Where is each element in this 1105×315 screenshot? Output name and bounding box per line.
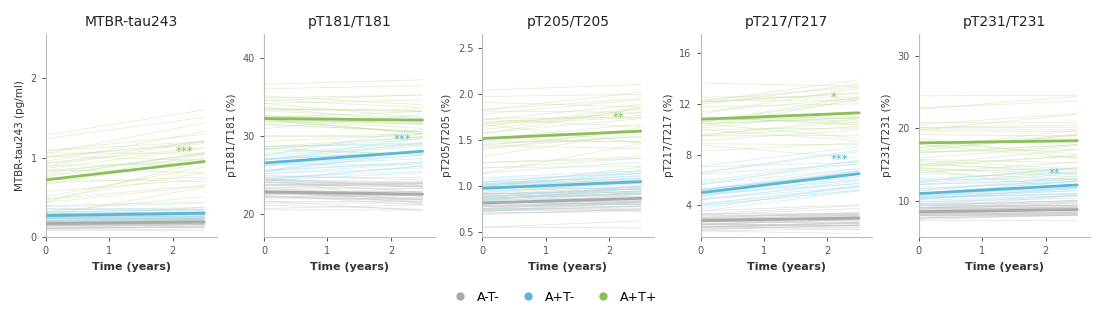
X-axis label: Time (years): Time (years) — [92, 262, 171, 272]
Title: pT231/T231: pT231/T231 — [962, 15, 1046, 29]
Y-axis label: pT217/T217 (%): pT217/T217 (%) — [664, 94, 674, 177]
Y-axis label: pT205/T205 (%): pT205/T205 (%) — [442, 94, 452, 177]
Legend: A-T-, A+T-, A+T+: A-T-, A+T-, A+T+ — [442, 286, 663, 309]
X-axis label: Time (years): Time (years) — [747, 262, 825, 272]
Text: ***: *** — [176, 145, 193, 158]
Text: **: ** — [612, 111, 624, 124]
X-axis label: Time (years): Time (years) — [528, 262, 608, 272]
Y-axis label: pT231/T231 (%): pT231/T231 (%) — [882, 94, 892, 177]
X-axis label: Time (years): Time (years) — [311, 262, 389, 272]
X-axis label: Time (years): Time (years) — [965, 262, 1044, 272]
Title: pT205/T205: pT205/T205 — [526, 15, 610, 29]
Text: **: ** — [1049, 167, 1061, 180]
Title: pT181/T181: pT181/T181 — [308, 15, 391, 29]
Y-axis label: pT181/T181 (%): pT181/T181 (%) — [228, 94, 238, 177]
Title: MTBR-tau243: MTBR-tau243 — [85, 15, 178, 29]
Title: pT217/T217: pT217/T217 — [745, 15, 828, 29]
Y-axis label: MTBR-tau243 (pg/ml): MTBR-tau243 (pg/ml) — [15, 80, 25, 191]
Text: *: * — [831, 91, 836, 104]
Text: ***: *** — [394, 133, 412, 146]
Text: ***: *** — [831, 153, 849, 166]
